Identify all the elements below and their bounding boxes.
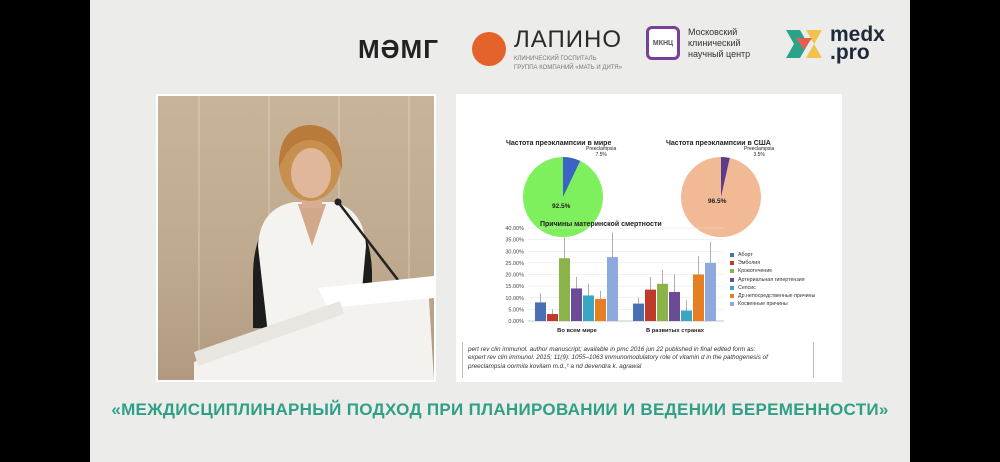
lapino-mother-child-icon <box>472 32 506 66</box>
bar-1-1 <box>645 289 656 321</box>
bar-0-2 <box>559 258 570 321</box>
conference-banner: «МЕЖДИСЦИПЛИНАРНЫЙ ПОДХОД ПРИ ПЛАНИРОВАН… <box>111 400 889 419</box>
y-tick-label: 25.00% <box>505 261 524 267</box>
legend-label: Др.непосредственные причины <box>738 293 816 300</box>
sponsor-logos: МӘМГ ЛАПИНО КЛИНИЧЕСКИЙ ГОСПИТАЛЬ ГРУППА… <box>90 18 910 78</box>
bar-chart: 0.00% 5.00% 10.00% 15.00% 20.00% 25.00% 30.00%… <box>505 226 724 334</box>
citation-frame <box>462 342 814 378</box>
bar-1-2 <box>657 283 668 321</box>
legend-item: Косвенные причины <box>730 300 815 308</box>
legend-item: Артериальная гипертензия <box>730 276 815 284</box>
pie-usa-main-value: 96.5% <box>708 198 727 205</box>
legend-item: Аборт <box>730 251 815 259</box>
speaker-figure <box>194 125 434 380</box>
pie-world-title: Частота преэклампсии в мире <box>506 140 612 147</box>
citation-line-1: pert rev clin immunol. author manuscript… <box>468 346 756 353</box>
lapino-name: ЛАПИНО <box>514 26 622 53</box>
citation-line-2: expert rev clin immunol. 2015; 11(9): 10… <box>468 354 768 362</box>
pie-world-main-value: 92.5% <box>552 203 571 210</box>
bar-chart-legend: Аборт Эмболия Кровотечение Артериальная гип… <box>730 251 815 308</box>
mknc-text-2: клинический <box>688 37 741 48</box>
pie-usa-title: Частота преэклампсии в США <box>666 140 771 147</box>
mknc-text-3: научный центр <box>688 48 751 59</box>
legend-item: Эмболия <box>730 259 815 267</box>
legend-item: Сепсис <box>730 284 815 292</box>
legend-item: Кровотечение <box>730 267 815 275</box>
mknc-badge: МКНЦ <box>646 26 680 60</box>
legend-swatch <box>730 253 734 258</box>
bar-0-1 <box>547 314 558 321</box>
medx-text-2: .pro <box>830 41 870 64</box>
mknc-text-1: Московский <box>688 26 738 37</box>
y-tick-label: 35.00% <box>505 238 524 244</box>
legend-swatch <box>730 269 734 274</box>
y-tick-label: 30.00% <box>505 249 524 255</box>
mmg-logo: МӘМГ <box>358 34 439 65</box>
mmg-logo-text: МӘМГ <box>358 34 439 64</box>
y-tick-label: 20.00% <box>505 273 524 279</box>
legend-label: Сепсис <box>738 284 756 291</box>
y-tick-label: 10.00% <box>505 296 524 302</box>
legend-item: Др.непосредственные причины <box>730 292 815 300</box>
y-tick-label: 5.00% <box>508 307 524 313</box>
presentation-slide: Частота преэклампсии в мире Preeclampsia… <box>456 94 842 382</box>
legend-label: Кровотечение <box>738 268 773 275</box>
bar-0-3 <box>571 288 582 321</box>
bar-0-4 <box>583 295 594 321</box>
legend-swatch <box>730 294 734 299</box>
legend-swatch <box>730 302 734 307</box>
y-tick-label: 0.00% <box>508 319 524 325</box>
y-tick-label: 40.00% <box>505 226 524 232</box>
x-category-label: В развитых странах <box>646 328 705 334</box>
pie-world-slice-label: Preeclampsia 7.5% <box>586 146 617 158</box>
stream-frame: МӘМГ ЛАПИНО КЛИНИЧЕСКИЙ ГОСПИТАЛЬ ГРУППА… <box>90 0 910 462</box>
bar-1-5 <box>693 274 704 321</box>
x-category-label: Во всем мире <box>557 328 597 334</box>
mknc-logo: МКНЦ Московский клинический научный цент… <box>646 26 750 60</box>
medx-text-1: medx <box>830 23 885 46</box>
medx-logo: medx .pro <box>784 23 885 64</box>
bar-0-0 <box>535 302 546 321</box>
lapino-sub-1: КЛИНИЧЕСКИЙ ГОСПИТАЛЬ <box>514 56 597 62</box>
legend-label: Артериальная гипертензия <box>738 276 805 283</box>
legend-label: Эмболия <box>738 260 761 267</box>
bar-1-0 <box>633 303 644 321</box>
pie-usa-chart <box>681 157 761 237</box>
bar-1-3 <box>669 291 680 321</box>
bar-0-6 <box>607 257 618 321</box>
pie-world-slice-preeclampsia <box>563 157 581 197</box>
legend-label: Косвенные причины <box>738 301 788 308</box>
legend-swatch <box>730 261 734 266</box>
bar-0-5 <box>595 298 606 321</box>
pie-usa-slice-preeclampsia <box>721 157 730 197</box>
y-tick-label: 15.00% <box>505 284 524 290</box>
legend-swatch <box>730 277 734 282</box>
medx-icon <box>786 30 822 58</box>
lapino-sub-2: ГРУППА КОМПАНИЙ «МАТЬ И ДИТЯ» <box>514 65 622 71</box>
bar-1-6 <box>705 262 716 321</box>
citation: pert rev clin immunol. author manuscript… <box>468 346 812 371</box>
legend-label: Аборт <box>738 252 753 259</box>
speaker-video <box>156 94 436 382</box>
bar-chart-title: Причины материнской смертности <box>540 221 662 228</box>
pie-usa-slice-label: Preeclampsia 3.5% <box>744 146 775 158</box>
lapino-logo: ЛАПИНО КЛИНИЧЕСКИЙ ГОСПИТАЛЬ ГРУППА КОМП… <box>472 26 622 72</box>
legend-swatch <box>730 285 734 290</box>
citation-line-3: preeclampsia oormila kovilam m.d.,¹ a nd… <box>468 362 642 370</box>
bar-1-4 <box>681 310 692 321</box>
pie-world-chart <box>523 157 603 237</box>
